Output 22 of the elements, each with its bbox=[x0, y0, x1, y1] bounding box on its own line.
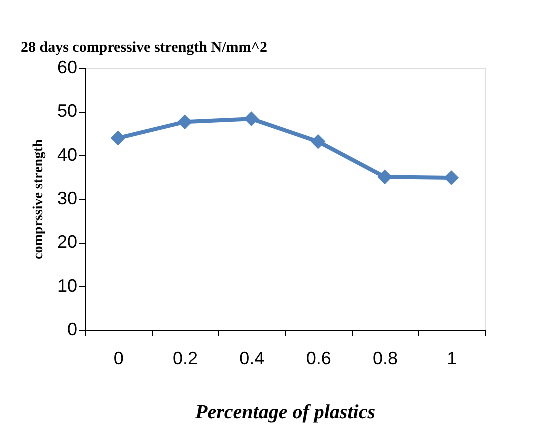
chart-title: 28 days compressive strength N/mm^2 bbox=[20, 40, 268, 56]
y-axis-title: comprssive strength bbox=[31, 139, 46, 260]
y-tick-label: 40 bbox=[57, 144, 78, 165]
x-tick-label: 0 bbox=[114, 348, 124, 368]
point bbox=[178, 114, 192, 130]
point bbox=[310, 134, 326, 150]
point bbox=[444, 170, 460, 186]
x-tick-label: 0.4 bbox=[240, 348, 265, 368]
y-tick-label: 0 bbox=[67, 320, 78, 340]
x-tick-label: 0.2 bbox=[172, 348, 198, 368]
point bbox=[110, 130, 126, 146]
x-tick-label: 0.6 bbox=[306, 348, 332, 368]
y-tick-label: 10 bbox=[57, 276, 78, 296]
x-tick-label: 0.8 bbox=[372, 348, 398, 368]
x-tick-label: 1 bbox=[447, 348, 458, 368]
x-axis-title: Percentage of plastics bbox=[194, 402, 376, 424]
point bbox=[244, 112, 260, 127]
point bbox=[378, 170, 392, 185]
y-tick-label: 20 bbox=[57, 232, 78, 252]
y-tick-label: 60 bbox=[57, 58, 78, 78]
y-tick-label: 30 bbox=[57, 188, 78, 208]
y-tick-label: 50 bbox=[57, 101, 78, 122]
